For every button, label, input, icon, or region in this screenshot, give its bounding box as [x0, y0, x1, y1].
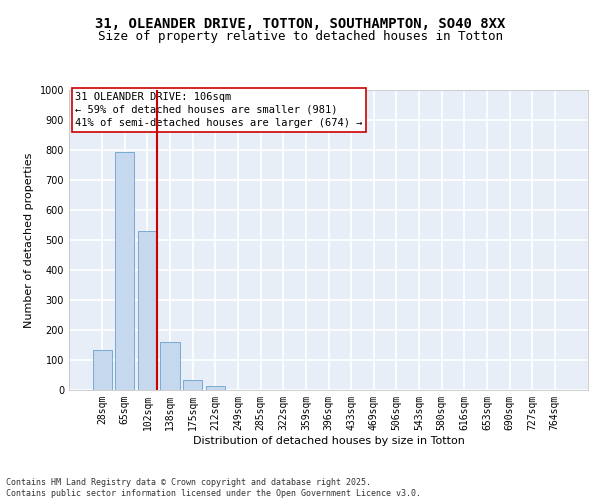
Y-axis label: Number of detached properties: Number of detached properties [24, 152, 34, 328]
Bar [92, 350, 112, 390]
Bar [115, 152, 134, 390]
Text: Size of property relative to detached houses in Totton: Size of property relative to detached ho… [97, 30, 503, 43]
Text: 31, OLEANDER DRIVE, TOTTON, SOUTHAMPTON, SO40 8XX: 31, OLEANDER DRIVE, TOTTON, SOUTHAMPTON,… [95, 18, 505, 32]
Bar [183, 380, 202, 390]
Bar [206, 386, 225, 390]
X-axis label: Distribution of detached houses by size in Totton: Distribution of detached houses by size … [193, 436, 464, 446]
Text: Contains HM Land Registry data © Crown copyright and database right 2025.
Contai: Contains HM Land Registry data © Crown c… [6, 478, 421, 498]
Text: 31 OLEANDER DRIVE: 106sqm
← 59% of detached houses are smaller (981)
41% of semi: 31 OLEANDER DRIVE: 106sqm ← 59% of detac… [75, 92, 363, 128]
Bar [138, 231, 157, 390]
Bar [160, 342, 180, 390]
